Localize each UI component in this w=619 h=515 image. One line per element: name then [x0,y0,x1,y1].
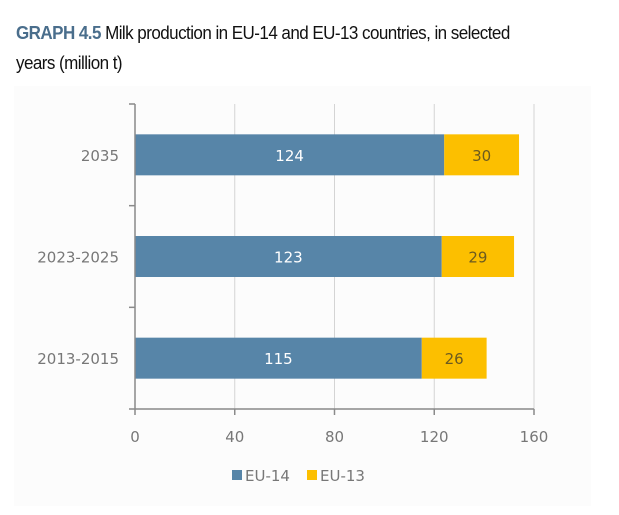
legend-swatch-eu-13 [307,470,317,480]
bar-eu-14 [135,337,422,379]
category-label: 2023-2025 [37,249,119,267]
data-label: 26 [445,350,464,368]
legend-swatch-eu-14 [232,470,242,480]
x-tick-label: 80 [325,428,344,446]
graph-title: Milk production in EU-14 and EU-13 count… [16,22,510,73]
category-label: 2035 [81,147,119,165]
data-label: 29 [468,249,487,267]
bar-eu-14 [135,134,445,176]
bar-eu-13 [441,236,515,277]
x-tick-label: 0 [130,428,140,446]
bar-eu-13 [444,134,520,176]
data-label: 115 [264,350,293,368]
x-tick-label: 120 [420,428,449,446]
bar-eu-14 [135,236,442,277]
bar-eu-13 [421,337,487,379]
data-label: 124 [275,147,304,165]
x-tick-label: 160 [520,428,549,446]
data-label: 123 [274,249,303,267]
data-label: 30 [472,147,491,165]
chart-title: GRAPH 4.5 Milk production in EU-14 and E… [16,18,531,78]
legend-label: EU-14 [245,467,290,485]
legend-label: EU-13 [320,467,365,485]
graph-number: GRAPH 4.5 [16,22,101,43]
x-tick-label: 40 [225,428,244,446]
category-label: 2013-2015 [37,350,119,368]
